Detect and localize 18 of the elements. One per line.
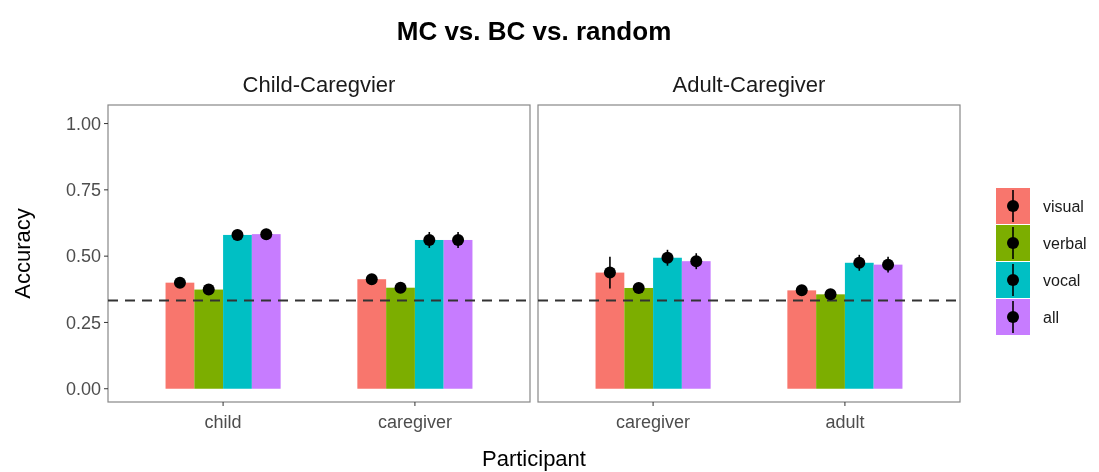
y-tick-label: 0.25 — [65, 312, 101, 333]
legend-label: vocal — [1043, 271, 1081, 289]
chart-subtitle: Adult-Caregiver — [672, 72, 826, 97]
x-tick-label: caregiver — [377, 412, 452, 432]
x-tick-label: adult — [825, 412, 865, 432]
y-axis-title: Accuracy — [10, 208, 35, 299]
x-axis-title: Participant — [482, 446, 586, 471]
legend-label: all — [1043, 308, 1060, 326]
x-tick-label: child — [204, 412, 242, 432]
legend-label: visual — [1043, 197, 1084, 215]
x-tick-label: caregiver — [616, 412, 691, 432]
y-tick-label: 1.00 — [65, 113, 101, 134]
chart-title: MC vs. BC vs. random — [396, 16, 672, 46]
y-tick-label: 0.50 — [65, 246, 101, 267]
y-tick-label: 0.00 — [65, 379, 101, 400]
legend-label: verbal — [1043, 234, 1087, 252]
chart-subtitle: Child-Caregvier — [242, 72, 396, 97]
y-tick-label: 0.75 — [65, 180, 101, 201]
